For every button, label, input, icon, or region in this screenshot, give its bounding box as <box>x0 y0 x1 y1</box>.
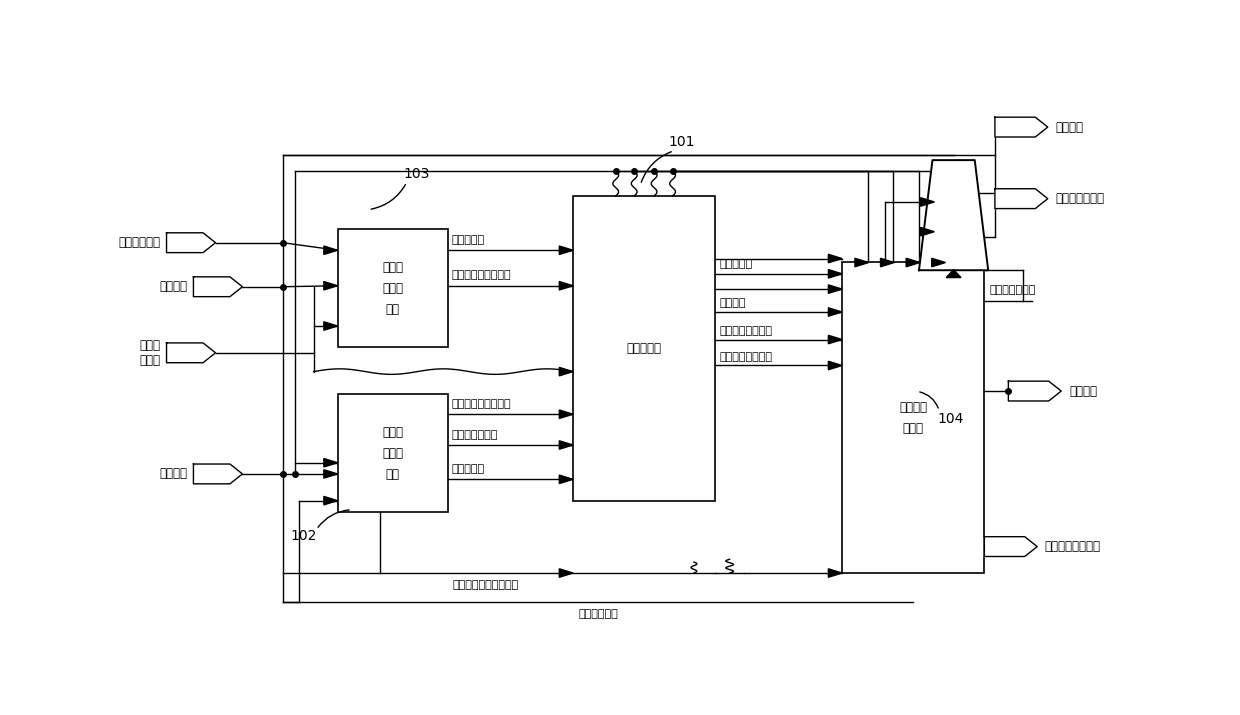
Polygon shape <box>324 282 337 290</box>
Bar <box>337 229 448 347</box>
Text: 参考计数完成标志位: 参考计数完成标志位 <box>451 399 512 409</box>
Polygon shape <box>919 160 988 270</box>
Text: 系统复位信号: 系统复位信号 <box>119 236 161 250</box>
Polygon shape <box>906 258 920 267</box>
Polygon shape <box>920 198 935 206</box>
Polygon shape <box>1008 381 1061 401</box>
Text: 状态机模块: 状态机模块 <box>626 342 662 355</box>
Polygon shape <box>854 258 869 267</box>
Text: 参考时
钟计数
模块: 参考时 钟计数 模块 <box>382 426 403 480</box>
Text: 校准完成: 校准完成 <box>719 298 745 308</box>
FancyArrowPatch shape <box>319 510 350 527</box>
Polygon shape <box>828 255 842 263</box>
Text: 电容控制字输出: 电容控制字输出 <box>1055 192 1105 205</box>
Text: 104: 104 <box>937 412 963 426</box>
Text: 延迟完成标志位: 延迟完成标志位 <box>451 430 498 440</box>
Text: 开环输出: 开环输出 <box>1055 121 1084 134</box>
Text: 参考时钟: 参考时钟 <box>160 468 187 480</box>
Polygon shape <box>559 475 573 483</box>
Text: 最佳电容控制字: 最佳电容控制字 <box>990 285 1035 295</box>
Polygon shape <box>920 227 935 236</box>
Polygon shape <box>324 322 337 330</box>
FancyArrowPatch shape <box>371 184 405 209</box>
Polygon shape <box>559 410 573 418</box>
Text: 参考计数完成同步: 参考计数完成同步 <box>719 352 773 362</box>
Polygon shape <box>559 282 573 290</box>
Bar <box>842 262 985 573</box>
Polygon shape <box>559 440 573 449</box>
Polygon shape <box>985 537 1037 556</box>
Polygon shape <box>559 569 573 577</box>
Text: 计数开始信号: 计数开始信号 <box>578 609 618 619</box>
Text: 分频计数完成标志位: 分频计数完成标志位 <box>451 270 512 280</box>
Polygon shape <box>828 270 842 278</box>
Polygon shape <box>828 307 842 316</box>
Text: 分频时
钟计数
模块: 分频时 钟计数 模块 <box>382 261 403 315</box>
Polygon shape <box>166 343 216 363</box>
Polygon shape <box>193 277 243 297</box>
Text: 分频计数完成同步: 分频计数完成同步 <box>719 325 773 335</box>
Text: 参考计数值: 参考计数值 <box>451 464 485 474</box>
Text: 103: 103 <box>403 167 429 181</box>
Text: 分频计数值: 分频计数值 <box>451 235 485 245</box>
Polygon shape <box>828 335 842 344</box>
Text: 第一次延迟状态标志位: 第一次延迟状态标志位 <box>453 580 518 590</box>
Text: 分频时钟: 分频时钟 <box>160 280 187 293</box>
Polygon shape <box>931 258 945 267</box>
Bar <box>337 394 448 513</box>
Polygon shape <box>994 189 1048 209</box>
Bar <box>573 196 715 501</box>
FancyArrowPatch shape <box>920 392 939 408</box>
Text: 分频模块复位信号: 分频模块复位信号 <box>1045 540 1101 553</box>
Polygon shape <box>994 117 1048 137</box>
Polygon shape <box>324 458 337 467</box>
FancyArrowPatch shape <box>641 152 671 182</box>
Text: 校准完成: 校准完成 <box>1069 385 1097 398</box>
Polygon shape <box>324 246 337 255</box>
Text: 101: 101 <box>668 135 694 149</box>
Polygon shape <box>324 470 337 478</box>
Text: 102: 102 <box>290 529 317 543</box>
Text: 电容字选
择模块: 电容字选 择模块 <box>899 400 928 435</box>
Text: 校准开
始信号: 校准开 始信号 <box>140 339 161 367</box>
Polygon shape <box>828 285 842 293</box>
Polygon shape <box>828 361 842 370</box>
Text: 电容控制字: 电容控制字 <box>719 259 753 269</box>
Polygon shape <box>324 496 337 505</box>
Polygon shape <box>166 233 216 252</box>
Polygon shape <box>880 258 894 267</box>
Polygon shape <box>559 246 573 255</box>
Polygon shape <box>828 569 842 577</box>
Polygon shape <box>559 368 573 376</box>
Polygon shape <box>946 270 961 277</box>
Polygon shape <box>193 464 243 484</box>
